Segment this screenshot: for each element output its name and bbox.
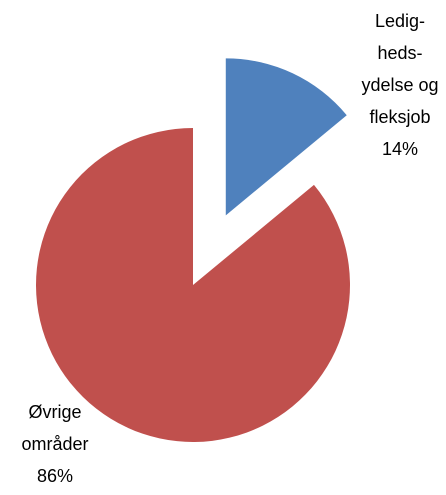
slice-label: Øvrige områder — [21, 402, 88, 454]
pie-slice — [225, 58, 347, 216]
label-line: ydelse og — [361, 75, 438, 95]
value-label: 86% — [37, 466, 73, 486]
pie-slice — [36, 128, 350, 442]
slice-label: Ledig-heds-ydelse og fleksjob — [361, 11, 438, 127]
label-line: fleksjob — [369, 107, 430, 127]
label-line: heds- — [377, 43, 422, 63]
value-label: 14% — [382, 139, 418, 159]
label-line: Øvrige — [28, 402, 81, 422]
label-line: Ledig- — [375, 11, 425, 31]
label-line: områder — [21, 434, 88, 454]
